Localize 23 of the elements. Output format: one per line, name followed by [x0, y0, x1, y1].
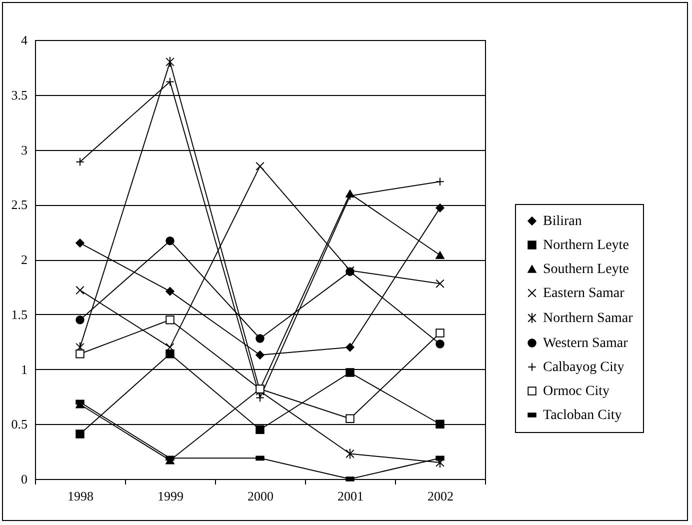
legend-label: Northern Samar — [543, 311, 634, 326]
y-tick-label: 1.5 — [11, 306, 28, 322]
legend-label: Southern Leyte — [543, 262, 629, 277]
y-tick-label: 2 — [21, 252, 28, 267]
x-tick-label: 2001 — [338, 488, 364, 504]
y-tick-label: 0.5 — [11, 416, 28, 432]
x-tick-label: 1999 — [158, 488, 184, 504]
legend-label: Western Samar — [543, 336, 628, 351]
y-tick-label: 0 — [21, 472, 28, 486]
legend-label: Calbayog City — [543, 360, 624, 375]
x-tick-label: 1998 — [68, 488, 94, 504]
legend-label: Eastern Samar — [543, 286, 625, 301]
legend-label: Biliran — [543, 214, 582, 229]
legend-label: Tacloban City — [543, 408, 622, 423]
legend-label: Northern Leyte — [543, 238, 629, 253]
legend-label: Ormoc City — [543, 384, 610, 399]
y-tick-label: 3 — [21, 142, 28, 158]
y-tick-label: 3.5 — [11, 87, 28, 102]
x-tick-label: 2002 — [428, 488, 454, 504]
y-tick-label: 4 — [21, 32, 28, 48]
y-tick-label: 2.5 — [11, 197, 28, 212]
x-tick-label: 2000 — [248, 488, 274, 504]
y-tick-label: 1 — [21, 362, 28, 377]
